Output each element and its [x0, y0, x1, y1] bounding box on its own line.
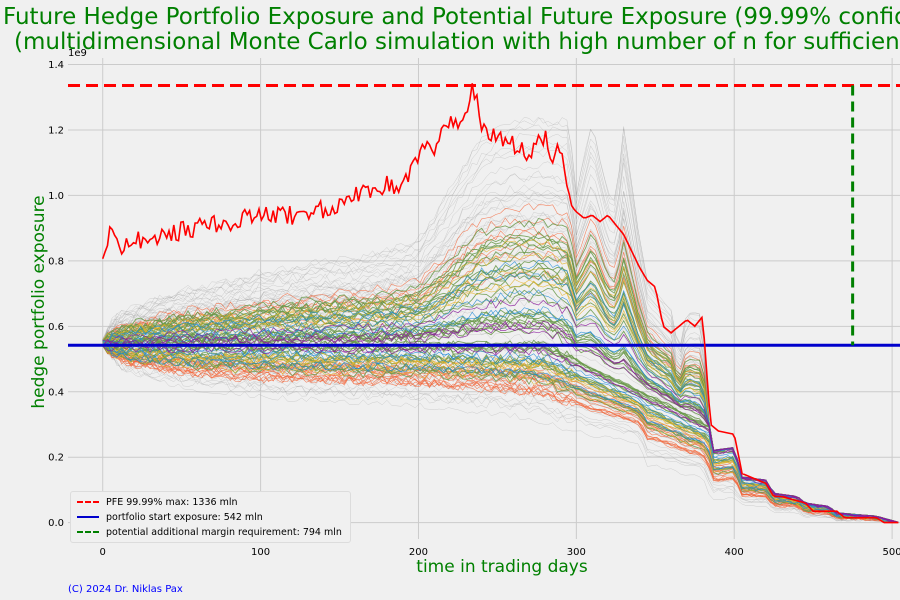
- simulation-path: [102, 345, 899, 523]
- legend-label-margin: potential additional margin requirement:…: [106, 526, 342, 538]
- simulation-path: [102, 341, 899, 523]
- legend-swatch-margin: [77, 531, 99, 533]
- simulation-path: [102, 345, 899, 523]
- simulation-path: [102, 342, 899, 523]
- legend-item-margin: potential additional margin requirement:…: [77, 525, 342, 539]
- legend-swatch-pfe: [77, 501, 99, 503]
- simulation-path: [102, 342, 899, 523]
- y-tick-label: 0.4: [48, 387, 64, 398]
- y-tick-label: 1.2: [48, 125, 64, 136]
- plot-area: [68, 58, 900, 539]
- simulation-path: [102, 343, 899, 523]
- x-tick-label: 400: [725, 547, 744, 558]
- legend-label-pfe: PFE 99.99% max: 1336 mln: [106, 496, 238, 508]
- y-tick-label: 1.4: [48, 60, 64, 71]
- simulation-path: [102, 342, 899, 523]
- legend-swatch-start: [77, 516, 99, 518]
- tick-labels: 0 100 200 300 400 500 0.0 0.2 0.4 0.6 0.8 1.0 1.2 1.4: [48, 60, 900, 558]
- legend-label-start: portfolio start exposure: 542 mln: [106, 511, 263, 523]
- simulation-path: [102, 341, 899, 523]
- simulation-path: [102, 345, 899, 523]
- simulation-path: [102, 341, 899, 523]
- y-tick-label: 0.0: [48, 518, 64, 529]
- simulation-path: [102, 320, 899, 523]
- legend: PFE 99.99% max: 1336 mln portfolio start…: [70, 491, 351, 543]
- y-tick-label: 1.0: [48, 191, 64, 202]
- simulation-path: [102, 345, 899, 523]
- simulation-path: [102, 345, 899, 523]
- legend-item-pfe: PFE 99.99% max: 1336 mln: [77, 495, 238, 509]
- copyright: (C) 2024 Dr. Niklas Pax: [68, 584, 183, 595]
- simulation-path: [102, 344, 899, 523]
- y-tick-label: 0.8: [48, 256, 64, 267]
- y-tick-label: 0.2: [48, 453, 64, 464]
- simulation-path: [102, 345, 899, 523]
- y-axis-label: hedge portfolio exposure: [29, 195, 49, 408]
- x-axis-label: time in trading days: [416, 557, 588, 577]
- chart-title-line2: (multidimensional Monte Carlo simulation…: [14, 29, 900, 55]
- y-offset-label: 1e9: [68, 48, 87, 59]
- x-tick-label: 100: [251, 547, 270, 558]
- y-tick-label: 0.6: [48, 322, 64, 333]
- simulation-path: [102, 342, 899, 523]
- pfe-curve: [101, 83, 899, 524]
- x-tick-label: 500: [883, 547, 900, 558]
- x-tick-label: 200: [409, 547, 428, 558]
- legend-item-start: portfolio start exposure: 542 mln: [77, 510, 263, 524]
- x-tick-label: 0: [100, 547, 106, 558]
- x-tick-label: 300: [567, 547, 586, 558]
- chart-title-line1: Future Hedge Portfolio Exposure and Pote…: [3, 4, 900, 30]
- overlays: [68, 83, 900, 524]
